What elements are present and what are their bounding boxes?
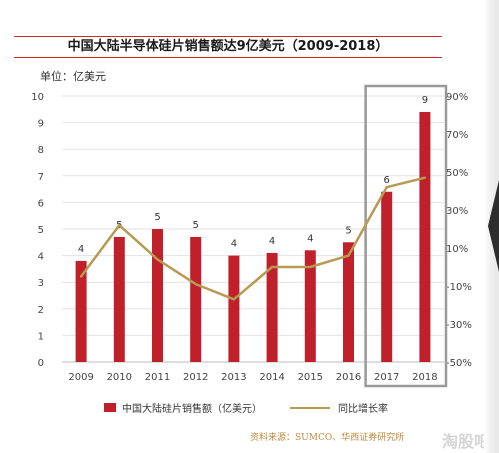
legend-line-label: 同比增长率 <box>338 404 388 415</box>
growth-line <box>80 176 426 301</box>
x-tick-label: 2009 <box>68 372 93 383</box>
highlight-box <box>364 84 448 388</box>
growth-point <box>79 275 83 278</box>
bar <box>266 252 278 362</box>
legend-bar-swatch <box>104 403 116 412</box>
bar-data-label: 4 <box>231 239 237 250</box>
y-right-tick-label: -10% <box>446 282 472 293</box>
growth-point <box>309 265 312 269</box>
chart-title: 中国大陆半导体硅片销售额达9亿美元（2009-2018） <box>67 39 389 54</box>
x-tick-label: 2017 <box>374 372 399 383</box>
y-left-tick-label: 6 <box>38 198 44 209</box>
x-tick-label: 2013 <box>221 372 246 383</box>
legend-line-swatch <box>290 406 330 409</box>
bar <box>343 242 354 362</box>
growth-point <box>194 282 197 286</box>
bar <box>152 229 163 362</box>
bar <box>190 236 202 362</box>
bar-data-label: 5 <box>345 225 351 236</box>
legend: 中国大陆硅片销售额（亿美元） 同比增长率 <box>104 400 388 415</box>
bar-data-label: 9 <box>422 95 428 106</box>
bar <box>75 260 87 362</box>
x-tick-label: 2012 <box>183 372 208 383</box>
growth-point <box>385 186 388 189</box>
bar-data-label: 6 <box>384 175 390 186</box>
y-left-tick-label: 4 <box>38 252 44 263</box>
x-tick-label: 2011 <box>145 372 170 383</box>
growth-point <box>118 224 121 227</box>
bar-data-label: 4 <box>307 233 313 244</box>
y-left-tick-label: 10 <box>31 92 44 103</box>
x-tick-label: 2016 <box>336 372 361 383</box>
y-right-tick-label: 30% <box>446 206 468 217</box>
bar <box>304 250 316 362</box>
bar <box>113 236 125 362</box>
growth-point <box>270 265 274 269</box>
bar-data-label: 4 <box>78 244 84 255</box>
y-right-tick-label: 90% <box>446 92 468 103</box>
source-note: 资料来源：SUMCO、华西证券研究所 <box>250 433 405 443</box>
y-left-tick-label: 1 <box>38 331 44 342</box>
unit-label: 单位：亿美元 <box>40 70 106 83</box>
growth-point <box>347 254 350 257</box>
bar-data-label: 4 <box>269 236 275 247</box>
y-left-tick-label: 9 <box>38 119 44 130</box>
y-left-tick-label: 8 <box>38 145 44 156</box>
growth-point <box>156 258 159 261</box>
y-left-tick-label: 3 <box>38 278 44 289</box>
bar <box>228 255 240 362</box>
y-left-tick-label: 2 <box>38 305 44 316</box>
y-left-tick-label: 5 <box>38 225 44 236</box>
y-right-tick-label: 70% <box>446 130 468 141</box>
watermark: 淘股吧 <box>442 432 491 451</box>
growth-point <box>423 176 427 179</box>
bar-data-label: 5 <box>154 212 160 223</box>
y-right-tick-label: -50% <box>446 358 472 369</box>
x-tick-label: 2014 <box>259 372 284 383</box>
y-left-tick-label: 7 <box>38 172 44 183</box>
legend-bar-label: 中国大陆硅片销售额（亿美元） <box>122 404 262 415</box>
edge-wedge <box>488 180 499 272</box>
y-right-tick-label: 10% <box>446 244 468 255</box>
y-left-tick-label: 0 <box>38 358 44 369</box>
x-tick-label: 2015 <box>298 372 323 383</box>
x-tick-label: 2018 <box>412 372 437 383</box>
bar-data-label: 5 <box>193 220 199 231</box>
growth-point <box>232 298 236 301</box>
bar <box>419 111 431 363</box>
x-tick-label: 2010 <box>107 372 132 383</box>
bar <box>381 191 393 362</box>
y-right-tick-label: 50% <box>446 168 468 179</box>
title-rule <box>14 36 442 58</box>
y-right-tick-label: -30% <box>446 320 472 331</box>
